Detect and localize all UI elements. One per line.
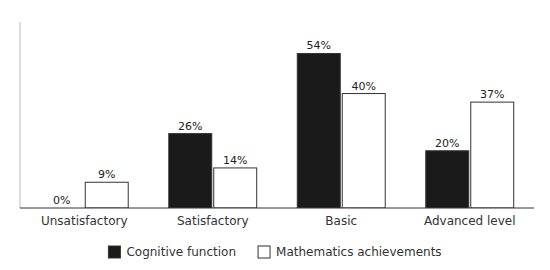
x-tick-label: Satisfactory — [177, 214, 249, 228]
data-label: 54% — [307, 39, 331, 52]
data-label: 0% — [53, 194, 70, 207]
chart-container: 0% 26% 54% 20% 9% 14% 40% 37% Unsatisfactory Sati… — [0, 0, 550, 270]
bar — [169, 134, 212, 208]
legend-item: Cognitive function — [108, 245, 236, 259]
bar — [297, 53, 340, 208]
x-tick-label: Advanced level — [424, 214, 516, 228]
bar — [426, 151, 469, 208]
x-tick-label: Basic — [325, 214, 357, 228]
legend-label: Mathematics achievements — [276, 245, 442, 259]
legend-item: Mathematics achievements — [258, 245, 442, 259]
bar — [471, 102, 514, 208]
bar — [85, 182, 128, 208]
bar — [214, 168, 257, 208]
data-label: 26% — [178, 120, 202, 133]
bar — [342, 94, 385, 208]
x-tick-labels: Unsatisfactory Satisfactory Basic Advanced … — [41, 214, 516, 228]
data-label: 20% — [435, 137, 459, 150]
legend-label: Cognitive function — [126, 245, 236, 259]
y-axis-line — [20, 22, 21, 208]
data-labels: 0% 26% 54% 20% 9% 14% 40% 37% — [53, 39, 504, 207]
x-tick-label: Unsatisfactory — [41, 214, 128, 228]
data-label: 37% — [480, 88, 504, 101]
legend-swatch — [108, 246, 120, 258]
bars — [85, 53, 513, 208]
data-label: 40% — [352, 80, 376, 93]
x-axis-line — [20, 208, 534, 209]
data-label: 9% — [98, 168, 115, 181]
chart: 0% 26% 54% 20% 9% 14% 40% 37% Unsatisfactory Sati… — [0, 0, 550, 270]
data-label: 14% — [223, 154, 247, 167]
legend-swatch — [258, 246, 270, 258]
legend: Cognitive function Mathematics achievemen… — [108, 245, 441, 259]
